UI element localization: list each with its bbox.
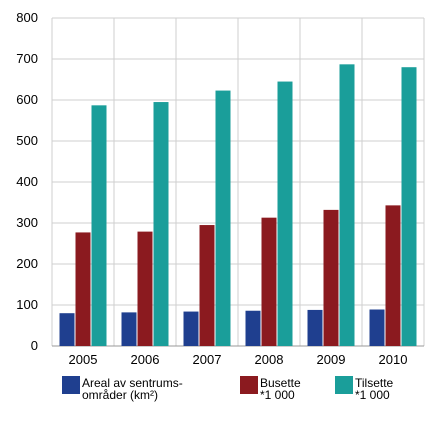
bar-areal-2009	[307, 309, 323, 346]
bar-busette-2009	[323, 209, 339, 346]
legend-label-0: områder (km²)	[82, 388, 158, 402]
bar-tilsette-2008	[277, 81, 293, 347]
x-tick-label: 2006	[131, 352, 160, 367]
bar-tilsette-2005	[91, 105, 107, 346]
legend-label-2: Tilsette	[355, 376, 394, 390]
bar-busette-2010	[385, 205, 401, 346]
legend-label-2: *1 000	[355, 388, 390, 402]
bar-busette-2007	[199, 225, 215, 346]
bar-busette-2008	[261, 217, 277, 346]
bar-areal-2005	[59, 313, 75, 346]
bar-areal-2006	[121, 312, 137, 346]
legend-swatch-0	[62, 376, 80, 394]
y-tick-label: 400	[16, 174, 38, 189]
chart-bars	[59, 64, 417, 347]
legend-label-1: Busette	[260, 376, 301, 390]
bar-busette-2006	[137, 231, 153, 346]
y-tick-label: 100	[16, 297, 38, 312]
bar-areal-2008	[245, 310, 261, 346]
bar-tilsette-2006	[153, 102, 169, 346]
bar-tilsette-2010	[401, 67, 417, 346]
bar-tilsette-2007	[215, 90, 231, 346]
legend-swatch-1	[240, 376, 258, 394]
x-tick-label: 2007	[193, 352, 222, 367]
bar-busette-2005	[75, 232, 91, 346]
bar-areal-2010	[369, 309, 385, 346]
x-axis: 2005 2006 2007 2008 2009 2010	[69, 352, 408, 367]
y-tick-label: 500	[16, 133, 38, 148]
x-tick-label: 2008	[255, 352, 284, 367]
chart-grid	[51, 17, 425, 347]
x-tick-label: 2009	[317, 352, 346, 367]
legend-label-0: Areal av sentrums-	[82, 376, 183, 390]
bar-tilsette-2009	[339, 64, 355, 346]
y-tick-label: 600	[16, 92, 38, 107]
y-axis: 0 100 200 300 400 500 600 700 800	[16, 10, 38, 353]
chart-legend: Areal av sentrums-områder (km²)Busette*1…	[62, 376, 394, 402]
x-tick-label: 2010	[379, 352, 408, 367]
y-tick-label: 0	[31, 338, 38, 353]
y-tick-label: 200	[16, 256, 38, 271]
legend-swatch-2	[335, 376, 353, 394]
bar-areal-2007	[183, 311, 199, 346]
y-tick-label: 700	[16, 51, 38, 66]
y-tick-label: 800	[16, 10, 38, 25]
x-tick-label: 2005	[69, 352, 98, 367]
legend-label-1: *1 000	[260, 388, 295, 402]
y-tick-label: 300	[16, 215, 38, 230]
